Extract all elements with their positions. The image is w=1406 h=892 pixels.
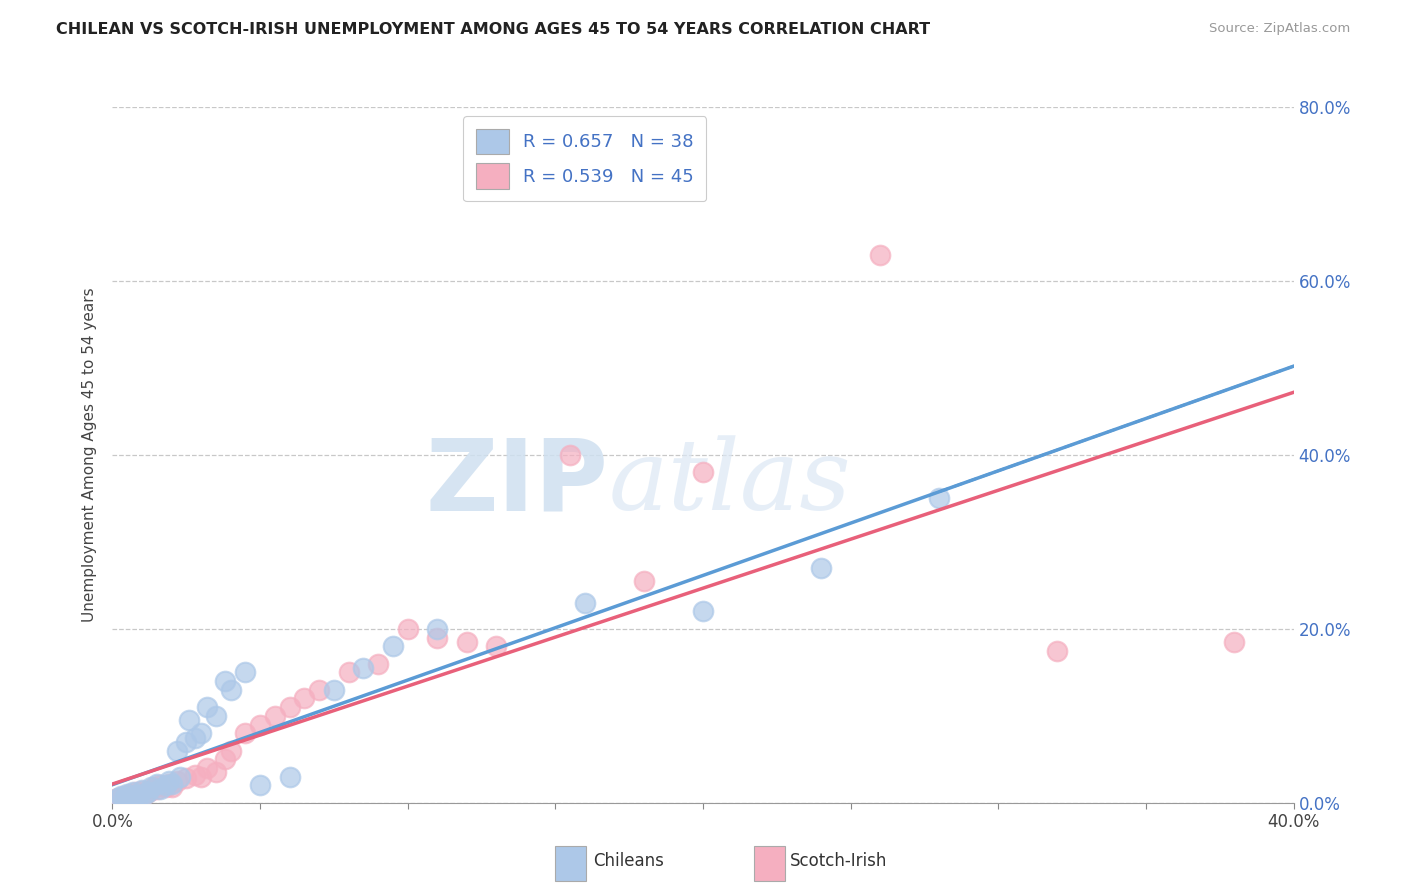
Point bbox=[155, 778, 177, 792]
Point bbox=[205, 765, 228, 780]
Point bbox=[184, 731, 207, 745]
Y-axis label: Unemployment Among Ages 45 to 54 years: Unemployment Among Ages 45 to 54 years bbox=[82, 287, 97, 623]
Point bbox=[104, 792, 127, 806]
Point bbox=[249, 717, 271, 731]
Point bbox=[131, 784, 153, 798]
Point bbox=[558, 448, 582, 462]
Point bbox=[166, 774, 188, 789]
Text: atlas: atlas bbox=[609, 435, 851, 531]
Point bbox=[214, 752, 236, 766]
Text: Source: ZipAtlas.com: Source: ZipAtlas.com bbox=[1209, 22, 1350, 36]
Point bbox=[205, 708, 228, 723]
Point bbox=[155, 780, 177, 794]
Point bbox=[456, 635, 478, 649]
Point bbox=[264, 708, 287, 723]
Point bbox=[278, 700, 301, 714]
Point bbox=[134, 787, 156, 801]
Point bbox=[149, 778, 172, 792]
Point bbox=[367, 657, 389, 671]
Point bbox=[120, 787, 142, 801]
Point bbox=[110, 791, 132, 805]
Point bbox=[426, 631, 449, 645]
Point bbox=[278, 770, 301, 784]
Point bbox=[122, 789, 145, 803]
Point bbox=[142, 780, 165, 794]
Point bbox=[928, 491, 950, 506]
Point bbox=[190, 726, 212, 740]
Point bbox=[149, 781, 172, 796]
Point bbox=[157, 777, 180, 791]
Point bbox=[117, 789, 138, 804]
Point bbox=[214, 674, 236, 689]
Point bbox=[174, 735, 197, 749]
Point bbox=[131, 782, 153, 797]
Point bbox=[195, 761, 218, 775]
Point bbox=[195, 700, 218, 714]
Point bbox=[120, 789, 142, 804]
Point bbox=[125, 788, 148, 802]
Point bbox=[128, 789, 150, 803]
Point bbox=[107, 790, 129, 805]
Point bbox=[308, 682, 330, 697]
Point bbox=[337, 665, 360, 680]
Point bbox=[174, 772, 197, 786]
Point bbox=[139, 780, 162, 794]
Point bbox=[160, 777, 183, 791]
Point bbox=[166, 744, 188, 758]
Text: Scotch-Irish: Scotch-Irish bbox=[790, 852, 887, 870]
Point bbox=[169, 770, 191, 784]
Point bbox=[352, 661, 374, 675]
Point bbox=[157, 774, 180, 789]
Point bbox=[574, 596, 596, 610]
Point bbox=[426, 622, 449, 636]
Point bbox=[184, 768, 207, 782]
Point bbox=[128, 787, 150, 801]
Point bbox=[810, 561, 832, 575]
Point bbox=[136, 785, 159, 799]
Point bbox=[323, 682, 346, 697]
Point bbox=[122, 785, 145, 799]
Point bbox=[633, 574, 655, 588]
Point bbox=[110, 789, 132, 803]
Point bbox=[190, 770, 212, 784]
Point bbox=[485, 639, 508, 653]
Point bbox=[136, 785, 159, 799]
Legend: R = 0.657   N = 38, R = 0.539   N = 45: R = 0.657 N = 38, R = 0.539 N = 45 bbox=[464, 116, 706, 202]
Point bbox=[233, 726, 256, 740]
Point bbox=[117, 787, 138, 801]
Text: CHILEAN VS SCOTCH-IRISH UNEMPLOYMENT AMONG AGES 45 TO 54 YEARS CORRELATION CHART: CHILEAN VS SCOTCH-IRISH UNEMPLOYMENT AMO… bbox=[56, 22, 931, 37]
Point bbox=[219, 682, 242, 697]
Point bbox=[249, 778, 271, 792]
Text: ZIP: ZIP bbox=[426, 434, 609, 532]
Point bbox=[396, 622, 419, 636]
Point bbox=[160, 780, 183, 794]
Point bbox=[1223, 635, 1246, 649]
Point bbox=[869, 248, 891, 262]
Point bbox=[134, 787, 156, 801]
Text: Chileans: Chileans bbox=[593, 852, 664, 870]
Point bbox=[146, 781, 169, 796]
Point bbox=[107, 791, 129, 805]
Point bbox=[382, 639, 405, 653]
Point bbox=[139, 782, 162, 797]
Point bbox=[112, 790, 135, 805]
Point bbox=[1046, 643, 1069, 657]
Point bbox=[292, 691, 315, 706]
Point bbox=[146, 777, 169, 791]
Point bbox=[233, 665, 256, 680]
Point bbox=[219, 744, 242, 758]
Point bbox=[112, 789, 135, 803]
Point bbox=[179, 713, 201, 727]
Point bbox=[692, 605, 714, 619]
Point bbox=[692, 466, 714, 480]
Point bbox=[125, 785, 148, 799]
